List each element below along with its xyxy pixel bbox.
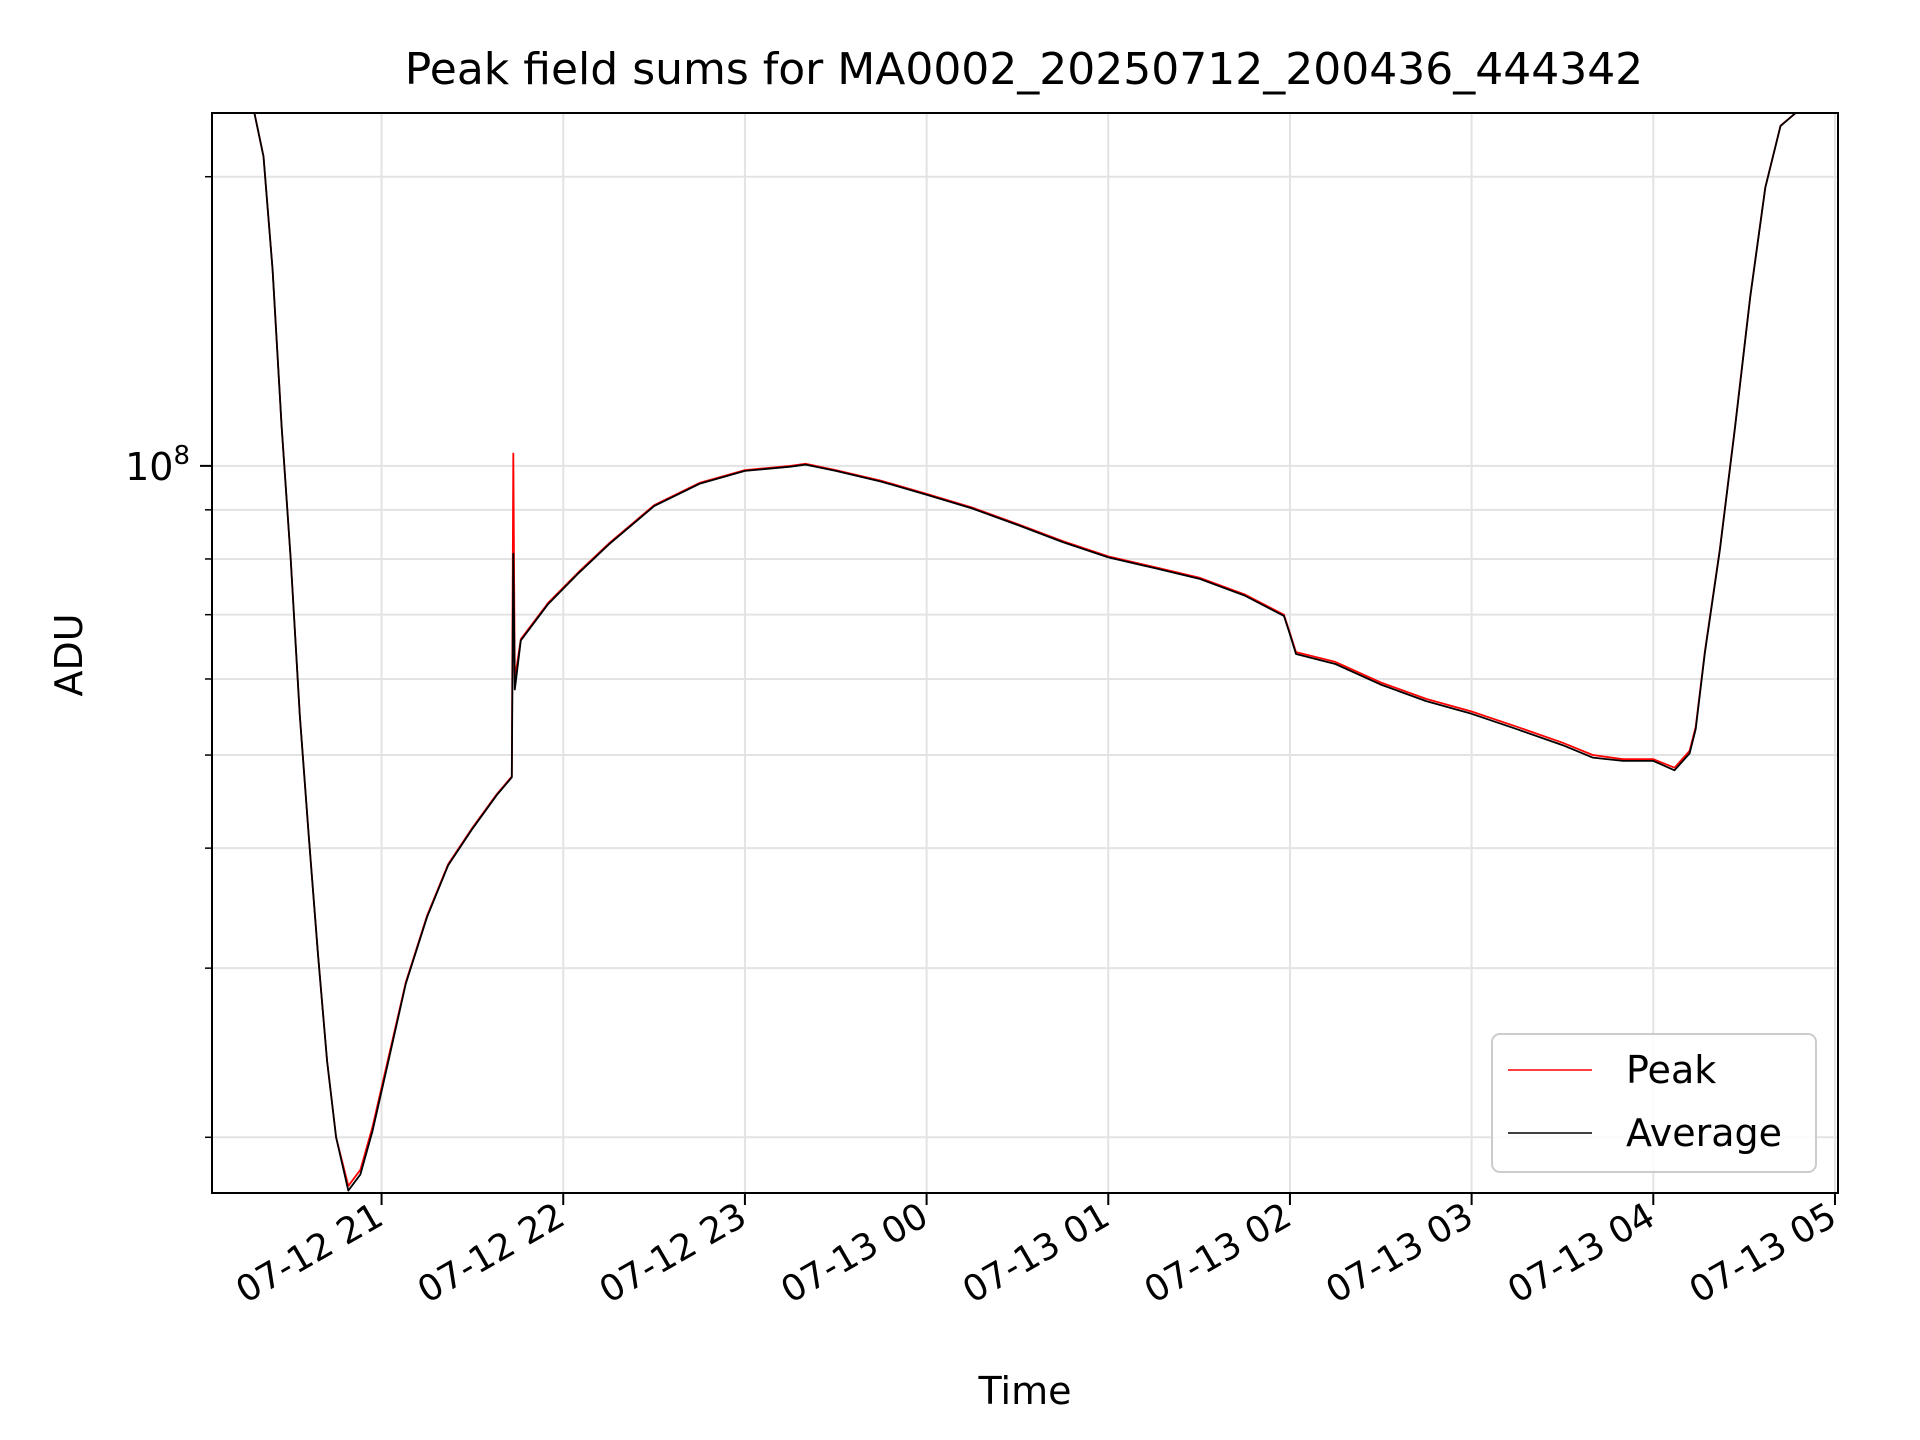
legend-label-peak: Peak xyxy=(1626,1048,1716,1092)
plot-frame xyxy=(211,112,1839,1194)
legend-box xyxy=(1491,1033,1817,1173)
legend-label-average: Average xyxy=(1626,1111,1782,1155)
legend: Peak Average xyxy=(1491,1033,1817,1173)
y-tick-label: 108 xyxy=(125,441,190,489)
series-layer xyxy=(253,113,1838,1192)
y-tick-label-exponent: 8 xyxy=(173,441,190,471)
y-tick-label-base: 10 xyxy=(125,445,173,489)
x-axis-label: Time xyxy=(978,1369,1072,1413)
chart-title: Peak field sums for MA0002_20250712_2004… xyxy=(405,44,1643,95)
series-line-average xyxy=(253,113,1838,1192)
y-axis-label: ADU xyxy=(47,613,91,696)
